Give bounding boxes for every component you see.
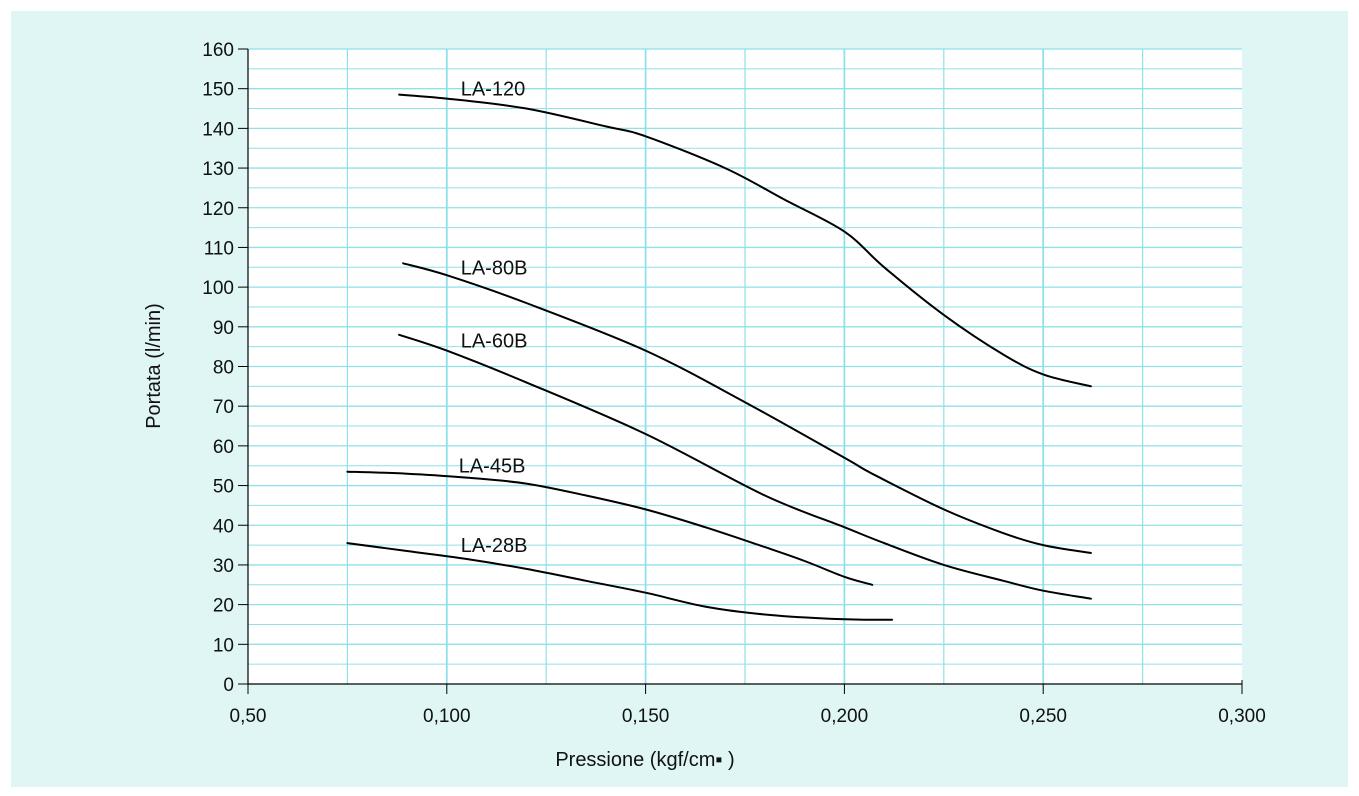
x-tick-label: 0,250 [1019, 706, 1067, 727]
y-tick-label: 120 [202, 199, 234, 220]
x-tick-label: 0,200 [821, 706, 869, 727]
series-group [346, 93, 1092, 621]
y-tick-label: 70 [213, 397, 234, 418]
grid [248, 48, 1242, 684]
y-tick-label: 50 [213, 477, 234, 498]
y-tick-label: 140 [202, 119, 234, 140]
y-tick-label: 150 [202, 80, 234, 101]
y-tick-label: 160 [202, 40, 234, 61]
y-tick-label: 80 [213, 358, 234, 379]
y-tick-label: 20 [213, 596, 234, 617]
x-tick-label: 0,150 [622, 706, 670, 727]
axes: 0 10 20 30 40 50 60 70 80 90 100 110 120 130 140 150 160… [202, 40, 1265, 727]
y-tick-label: 30 [213, 556, 234, 577]
y-tick-label: 110 [204, 238, 234, 259]
series-label-la-120: LA-120 [461, 79, 526, 101]
series-line-la-28b [346, 542, 894, 621]
y-axis-title: Portata (l/min) [143, 303, 165, 429]
y-tick-label: 0 [223, 675, 234, 696]
series-line-la-60b [398, 333, 1092, 600]
series-labels: LA-120 LA-80B LA-60B LA-45B LA-28B [459, 79, 528, 557]
y-tick-label: 40 [213, 516, 234, 537]
series-line-la-80b [402, 262, 1092, 554]
y-tick-label: 60 [213, 437, 234, 458]
series-label-la-80b: LA-80B [461, 257, 528, 279]
y-tick-label: 130 [202, 159, 234, 180]
y-tick-label: 100 [202, 278, 234, 299]
x-axis-title: Pressione (kgf/cm▪ ) [555, 749, 734, 771]
series-label-la-60b: LA-60B [461, 331, 528, 353]
series-line-la-120 [398, 93, 1092, 388]
x-tick-label: 0,300 [1218, 706, 1266, 727]
series-line-la-45b [346, 470, 874, 586]
series-label-la-45b: LA-45B [459, 456, 526, 478]
x-tick-label: 0,50 [230, 706, 267, 727]
y-tick-label: 90 [213, 318, 234, 339]
y-tick-label: 10 [213, 635, 234, 656]
series-label-la-28b: LA-28B [461, 535, 528, 557]
x-tick-label: 0,100 [423, 706, 471, 727]
